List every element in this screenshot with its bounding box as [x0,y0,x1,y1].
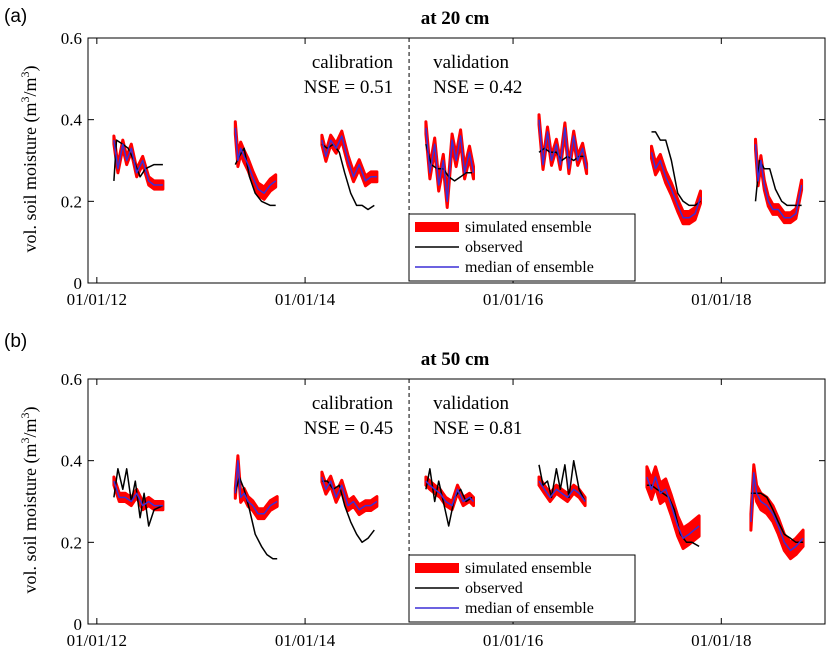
observed-line [646,484,700,548]
ensemble-band [537,475,587,508]
y-axis-label-sup2: 3 [18,71,32,77]
legend-label: median of ensemble [465,259,594,276]
x-tick-label: 01/01/16 [483,631,543,650]
observed-line [425,468,473,527]
x-tick-label: 01/01/18 [691,290,751,309]
ensemble-band [650,144,702,226]
observed-line [321,480,375,544]
x-tick-label: 01/01/14 [275,290,336,309]
plot-area: 0 0.2 0.4 0.6 01/01/12 01/01/14 01/01/16 01/01/… [61,29,826,309]
panel-label: (b) [4,331,27,352]
panel-a: (a) at 20 cm vol. soil moisture (m3/m3) … [4,6,826,309]
y-axis-label-prefix: vol. soil moisture (m [20,103,41,253]
y-axis-label-sup2: 3 [18,412,32,418]
legend-swatch-band [415,563,459,573]
median-line [321,135,377,182]
ensemble-band [233,454,279,521]
legend-swatch-band [415,222,459,232]
axes-box [87,37,826,284]
ensemble-band [233,120,278,201]
annotation-calibration: calibration [312,52,394,73]
y-axis-label-mid: /m [20,418,40,437]
x-tick-label: 01/01/16 [483,290,543,309]
legend-label: simulated ensemble [465,560,592,577]
legend-label: observed [465,239,523,256]
median-line [321,476,378,511]
legend-label: median of ensemble [465,600,594,617]
median-line [234,459,278,515]
observed-line [113,468,164,527]
y-tick-label: 0 [74,274,83,293]
median-line [750,472,804,552]
median-line [538,119,588,170]
observed-line [234,147,276,207]
median-line [646,476,700,540]
median-line [425,127,475,203]
annotation-calibration: NSE = 0.45 [304,418,393,439]
legend-label: simulated ensemble [465,219,592,236]
median-line [425,480,475,507]
y-axis-label: vol. soil moisture (m3/m3) [18,65,41,252]
median-line [234,127,277,194]
ensemble-band [320,129,379,188]
x-tick-label: 01/01/12 [67,631,127,650]
y-tick-label: 0.4 [61,452,83,471]
legend: simulated ensemble observed median of ense… [408,554,636,623]
chart-title: at 20 cm [421,8,490,29]
panel-b: (b) at 50 cm vol. soil moisture (m3/m3) … [4,331,826,650]
median-line [650,152,702,219]
y-tick-label: 0.2 [61,533,82,552]
annotation-validation: validation [433,52,509,73]
observed-line [538,459,586,502]
annotation-validation: validation [433,393,509,414]
x-tick-label: 01/01/12 [67,290,127,309]
observed-line [651,131,701,207]
ensemble-band [749,463,805,561]
observed-line [321,143,375,211]
median-line [113,139,163,186]
y-axis-label-suffix: ) [20,65,41,71]
x-tick-label: 01/01/18 [691,631,751,650]
panel-label: (a) [4,6,27,27]
y-tick-label: 0.2 [61,192,82,211]
annotation-validation: NSE = 0.42 [433,77,522,98]
observed-line [234,476,278,560]
plot-area: 0 0.2 0.4 0.6 01/01/12 01/01/14 01/01/16 01/01/… [61,370,826,650]
median-line [754,144,803,219]
observed-line [750,492,804,544]
legend: simulated ensemble observed median of ense… [408,213,636,282]
y-tick-label: 0.6 [61,29,82,48]
legend-label: observed [465,580,523,597]
y-axis-label-prefix: vol. soil moisture (m [20,444,41,594]
axes-box [87,378,826,625]
median-line [113,480,163,507]
y-axis-label-sup1: 3 [18,438,32,444]
chart-title: at 50 cm [421,349,490,370]
y-axis-label-sup1: 3 [18,97,32,103]
y-axis-label: vol. soil moisture (m3/m3) [18,406,41,593]
x-tick-label: 01/01/14 [275,631,336,650]
annotation-calibration: calibration [312,393,394,414]
y-axis-label-suffix: ) [20,406,41,412]
annotation-validation: NSE = 0.81 [433,418,522,439]
y-tick-label: 0 [74,615,83,634]
median-line [538,480,586,502]
ensemble-band [112,134,165,191]
annotation-calibration: NSE = 0.51 [304,77,393,98]
y-tick-label: 0.4 [61,111,83,130]
ensemble-band [320,470,379,517]
y-tick-label: 0.6 [61,370,82,389]
y-axis-label-mid: /m [20,77,40,96]
